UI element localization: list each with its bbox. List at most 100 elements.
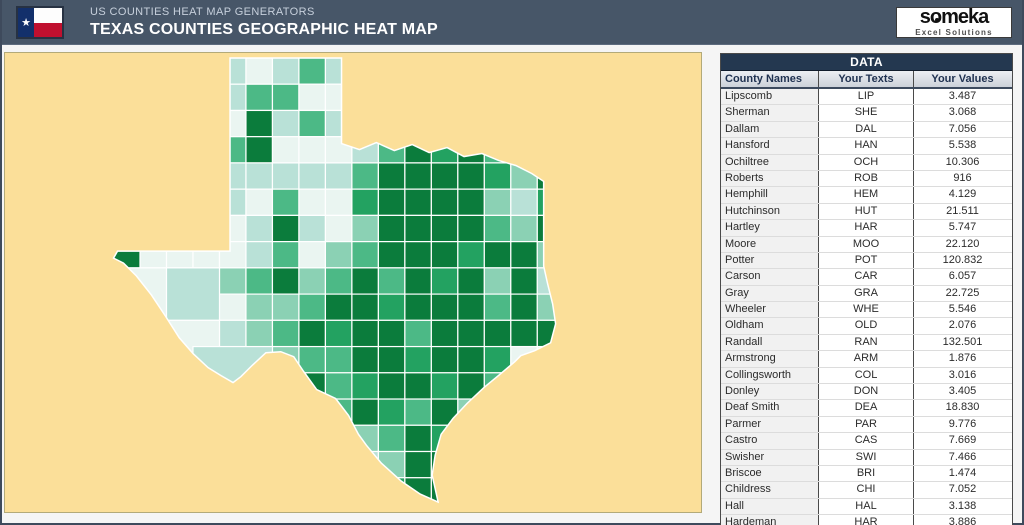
text-cell[interactable]: SWI (819, 449, 914, 465)
county-name-cell[interactable]: Oldham (721, 318, 819, 334)
value-cell[interactable]: 7.466 (914, 449, 1011, 465)
county-name-cell[interactable]: Collingsworth (721, 367, 819, 384)
text-cell[interactable]: OLD (819, 318, 914, 334)
county-cell (457, 319, 485, 348)
text-cell[interactable]: HAR (819, 220, 914, 236)
text-cell[interactable]: BRI (819, 465, 914, 482)
text-cell[interactable]: CAR (819, 269, 914, 285)
text-cell[interactable]: PAR (819, 416, 914, 433)
text-cell[interactable]: COL (819, 367, 914, 384)
county-name-cell[interactable]: Randall (721, 334, 819, 351)
county-name-cell[interactable]: Donley (721, 384, 819, 400)
county-cell (404, 293, 432, 321)
county-cell (245, 136, 274, 164)
value-cell[interactable]: 3.068 (914, 105, 1011, 121)
county-name-cell[interactable]: Hutchinson (721, 203, 819, 220)
value-cell[interactable]: 7.056 (914, 121, 1011, 138)
table-row: Ochiltree OCH 10.306 (721, 154, 1012, 171)
header-subtitle: US COUNTIES HEAT MAP GENERATORS (90, 6, 315, 18)
text-cell[interactable]: SHE (819, 105, 914, 121)
county-name-cell[interactable]: Ochiltree (721, 154, 819, 170)
value-cell[interactable]: 132.501 (914, 334, 1011, 351)
text-cell[interactable]: HAL (819, 498, 914, 515)
county-name-cell[interactable]: Childress (721, 482, 819, 498)
county-cell (351, 188, 379, 216)
county-name-cell[interactable]: Castro (721, 433, 819, 449)
value-cell[interactable]: 22.725 (914, 285, 1011, 302)
value-cell[interactable]: 5.538 (914, 138, 1011, 154)
text-cell[interactable]: RAN (819, 334, 914, 351)
county-layer (113, 57, 556, 503)
value-cell[interactable]: 3.487 (914, 89, 1011, 105)
county-cell (536, 136, 556, 164)
text-cell[interactable]: HAN (819, 138, 914, 154)
text-cell[interactable]: LIP (819, 89, 914, 105)
value-cell[interactable]: 916 (914, 170, 1011, 187)
county-name-cell[interactable]: Wheeler (721, 302, 819, 318)
value-cell[interactable]: 5.546 (914, 302, 1011, 318)
text-cell[interactable]: MOO (819, 236, 914, 252)
value-cell[interactable]: 120.832 (914, 252, 1011, 269)
county-name-cell[interactable]: Moore (721, 236, 819, 252)
text-cell[interactable]: HEM (819, 187, 914, 203)
county-cell (113, 57, 141, 85)
county-name-cell[interactable]: Roberts (721, 170, 819, 187)
value-cell[interactable]: 7.052 (914, 482, 1011, 498)
county-name-cell[interactable]: Potter (721, 252, 819, 269)
table-row: Randall RAN 132.501 (721, 334, 1012, 352)
county-name-cell[interactable]: Hemphill (721, 187, 819, 203)
text-cell[interactable]: ARM (819, 351, 914, 367)
text-cell[interactable]: OCH (819, 154, 914, 170)
county-name-cell[interactable]: Armstrong (721, 351, 819, 367)
text-cell[interactable]: GRA (819, 285, 914, 302)
value-cell[interactable]: 18.830 (914, 400, 1011, 416)
value-cell[interactable]: 1.474 (914, 465, 1011, 482)
county-name-cell[interactable]: Briscoe (721, 465, 819, 482)
text-cell[interactable]: POT (819, 252, 914, 269)
text-cell[interactable]: ROB (819, 170, 914, 187)
value-cell[interactable]: 22.120 (914, 236, 1011, 252)
value-cell[interactable]: 10.306 (914, 154, 1011, 170)
value-cell[interactable]: 1.876 (914, 351, 1011, 367)
value-cell[interactable]: 3.886 (914, 515, 1011, 525)
county-cell (457, 57, 485, 85)
table-row: Hemphill HEM 4.129 (721, 187, 1012, 204)
county-name-cell[interactable]: Deaf Smith (721, 400, 819, 416)
value-cell[interactable]: 5.747 (914, 220, 1011, 236)
value-cell[interactable]: 7.669 (914, 433, 1011, 449)
text-cell[interactable]: DEA (819, 400, 914, 416)
county-cell (457, 136, 485, 164)
county-name-cell[interactable]: Parmer (721, 416, 819, 433)
value-cell[interactable]: 9.776 (914, 416, 1011, 433)
text-cell[interactable]: DAL (819, 121, 914, 138)
county-cell (324, 424, 353, 453)
county-cell (192, 450, 221, 479)
value-cell[interactable]: 21.511 (914, 203, 1011, 220)
value-cell[interactable]: 3.405 (914, 384, 1011, 400)
county-cell (139, 188, 168, 216)
county-name-cell[interactable]: Sherman (721, 105, 819, 121)
county-cell (165, 136, 194, 164)
county-cell (298, 109, 327, 138)
county-name-cell[interactable]: Carson (721, 269, 819, 285)
value-cell[interactable]: 6.057 (914, 269, 1011, 285)
text-cell[interactable]: WHE (819, 302, 914, 318)
county-name-cell[interactable]: Hansford (721, 138, 819, 154)
text-cell[interactable]: CAS (819, 433, 914, 449)
value-cell[interactable]: 4.129 (914, 187, 1011, 203)
county-name-cell[interactable]: Hardeman (721, 515, 819, 525)
county-name-cell[interactable]: Lipscomb (721, 89, 819, 105)
text-cell[interactable]: CHI (819, 482, 914, 498)
text-cell[interactable]: HAR (819, 515, 914, 525)
text-cell[interactable]: DON (819, 384, 914, 400)
county-name-cell[interactable]: Hartley (721, 220, 819, 236)
county-cell (165, 241, 194, 269)
value-cell[interactable]: 3.016 (914, 367, 1011, 384)
county-name-cell[interactable]: Swisher (721, 449, 819, 465)
county-name-cell[interactable]: Dallam (721, 121, 819, 138)
county-name-cell[interactable]: Hall (721, 498, 819, 515)
text-cell[interactable]: HUT (819, 203, 914, 220)
value-cell[interactable]: 3.138 (914, 498, 1011, 515)
county-name-cell[interactable]: Gray (721, 285, 819, 302)
value-cell[interactable]: 2.076 (914, 318, 1011, 334)
